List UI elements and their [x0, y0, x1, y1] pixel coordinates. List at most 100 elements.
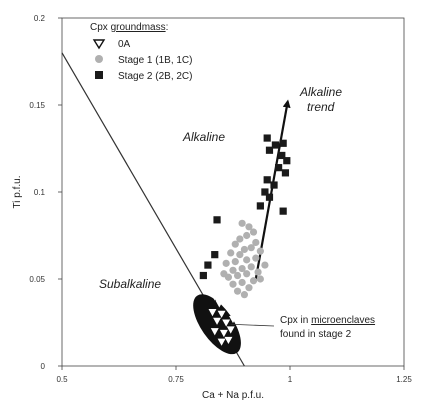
sample-0a-point: [210, 293, 219, 301]
trend-label: Alkaline trend: [299, 85, 342, 114]
stage2-point: [256, 202, 264, 210]
stage1-point: [238, 219, 246, 227]
y-tick-label: 0: [41, 362, 46, 371]
stage2-point: [261, 188, 269, 196]
sample-0a-point: [215, 282, 224, 291]
stage1-point: [238, 278, 246, 287]
stage1-point: [229, 280, 237, 288]
stage1-point: [236, 251, 244, 259]
legend-title-suffix: :: [166, 22, 169, 33]
stage1-point: [247, 263, 255, 271]
sample-0a-point: [213, 317, 222, 325]
sample-0a-point: [229, 295, 237, 303]
legend-marker-stage2: [95, 71, 103, 79]
stage1-point: [245, 284, 253, 292]
stage1-point: [256, 247, 264, 255]
stage1-point: [240, 245, 248, 254]
sample-0a-point: [235, 312, 244, 320]
y-tick-label: 0.05: [29, 275, 45, 284]
legend-marker-0a: [92, 39, 106, 50]
legend-title: Cpx groundmass:: [90, 22, 168, 33]
stage2-point: [271, 141, 280, 149]
legend-marker-stage1: [95, 55, 103, 63]
stage2-point: [265, 193, 274, 201]
legend-label-stage1: Stage 1 (1B, 1C): [118, 55, 192, 66]
enclave-note-line1: Cpx in microenclaves: [280, 315, 375, 326]
stage2-point: [270, 181, 278, 189]
legend: Cpx groundmass: 0A Stage 1 (1B, 1C) Stag…: [90, 22, 192, 82]
trend-label-line1: Alkaline: [299, 85, 342, 99]
stage1-point: [220, 270, 228, 278]
legend-label-stage2: Stage 2 (2B, 2C): [118, 71, 192, 82]
stage1-point: [249, 277, 258, 285]
sample-0a-point: [222, 298, 231, 306]
sample-0a-point: [217, 310, 226, 318]
stage1-point: [227, 249, 235, 257]
stage1-point: [238, 264, 246, 273]
enclave-note-line2: found in stage 2: [280, 329, 352, 340]
stage1-point: [231, 240, 239, 248]
enclave-note-leader: [230, 323, 275, 327]
x-tick-label: 0.5: [56, 375, 68, 384]
stage1-point: [236, 235, 244, 243]
stage1-point: [243, 270, 251, 278]
plot-area: 0.5 0.75 1 1.25 0 0.05 0.1 0.15 0.2: [29, 14, 412, 384]
data-points: [199, 134, 291, 346]
y-tick-label: 0.15: [29, 101, 45, 110]
y-axis-title: Ti p.f.u.: [12, 176, 23, 209]
stage2-point: [204, 261, 212, 269]
stage2-point: [211, 251, 219, 259]
stage1-point: [233, 271, 242, 280]
stage1-point: [252, 254, 260, 262]
stage2-point: [281, 169, 290, 177]
sample-0a-point: [208, 309, 217, 317]
stage2-point: [279, 139, 287, 147]
stage1-point: [261, 261, 269, 269]
field-label-alkaline: Alkaline: [182, 130, 225, 144]
plot-frame: [61, 17, 405, 367]
field-layer: [61, 52, 291, 367]
stage1-point: [229, 266, 237, 274]
stage1-point: [233, 287, 242, 295]
legend-label-0a: 0A: [118, 39, 131, 50]
stage2-point: [279, 207, 287, 215]
legend-title-underlined: groundmass: [111, 22, 166, 33]
enclave-note-prefix: Cpx in: [280, 315, 311, 326]
trend-label-line2: trend: [307, 100, 335, 114]
sample-0a-point: [215, 300, 224, 308]
stage1-point: [249, 228, 258, 236]
stage2-point: [278, 151, 286, 160]
sample-0a-point: [233, 303, 242, 311]
sample-0a-point: [226, 307, 235, 315]
stage1-point: [252, 238, 260, 247]
x-axis: 0.5 0.75 1 1.25: [56, 366, 412, 384]
enclave-note-underlined: microenclaves: [311, 315, 375, 326]
field-label-subalkaline: Subalkaline: [99, 277, 161, 291]
sample-0a-point: [222, 319, 231, 327]
x-tick-label: 1.25: [396, 375, 412, 384]
stage1-point: [247, 244, 255, 252]
stage1-point: [243, 256, 251, 264]
stage1-point: [245, 223, 253, 231]
y-tick-label: 0.1: [34, 188, 46, 197]
stage1-point: [231, 258, 239, 266]
stage1-point: [240, 291, 248, 299]
x-tick-label: 0.75: [168, 375, 184, 384]
stage2-point: [199, 271, 207, 280]
legend-title-prefix: Cpx: [90, 22, 111, 33]
sample-0a-point: [219, 329, 228, 338]
enclave-note: Cpx in microenclaves found in stage 2: [280, 315, 375, 340]
sample-0a-point: [210, 328, 219, 336]
sample-0a-point: [217, 289, 226, 298]
stage1-point: [222, 259, 230, 267]
stage2-point: [265, 146, 274, 154]
stage2-point: [263, 134, 271, 142]
sample-0a-point: [226, 326, 235, 334]
sample-0a-point: [224, 336, 233, 345]
x-axis-title: Ca + Na p.f.u.: [202, 390, 264, 401]
stage1-point: [256, 275, 264, 283]
stage2-point: [283, 157, 291, 165]
sample-0a-point: [217, 338, 226, 346]
sample-0a-point: [229, 315, 237, 324]
